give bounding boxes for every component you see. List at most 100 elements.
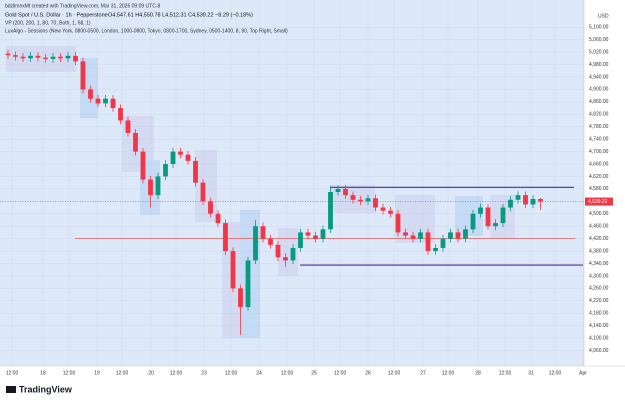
last-price-box — [585, 197, 613, 206]
candle-body — [305, 232, 311, 236]
candle-body — [470, 213, 476, 230]
candle-body — [170, 151, 176, 165]
candle-body — [515, 195, 521, 200]
x-tick-label: 12:00 — [442, 370, 455, 376]
candle-body — [185, 154, 191, 161]
candle-body — [5, 53, 11, 56]
y-tick-label: 4,500.00 — [589, 211, 609, 217]
y-tick-label: 4,140.00 — [589, 323, 609, 329]
candle-body — [500, 207, 506, 224]
y-tick-label: 4,940.00 — [589, 74, 609, 80]
x-tick-label: 12:00 — [499, 370, 512, 376]
x-tick-label: 12:00 — [549, 370, 562, 376]
x-tick-label: 24 — [256, 370, 262, 376]
candle-body — [508, 199, 513, 208]
candle-body — [298, 232, 303, 248]
candle-body — [380, 207, 386, 211]
y-tick-label: 4,900.00 — [589, 87, 609, 93]
candle-body — [163, 164, 168, 177]
candle-body — [103, 98, 108, 104]
candle-body — [478, 207, 483, 214]
candle-body — [125, 120, 131, 133]
candle-body — [245, 260, 251, 308]
candle-body — [313, 235, 318, 239]
indicator-label: VP (200, 200, 1, 80, 70, Both, 1, 68, 1) — [5, 20, 91, 26]
plot-background — [0, 0, 584, 366]
candle-body — [418, 232, 423, 239]
x-tick-label: 12:00 — [281, 370, 294, 376]
candle-body — [13, 55, 18, 57]
y-tick-label: 4,980.00 — [589, 62, 609, 68]
candle-body — [290, 247, 296, 261]
session-box — [195, 150, 217, 222]
candle-body — [373, 198, 378, 208]
x-tick-label: 23 — [201, 370, 207, 376]
candle-body — [365, 198, 371, 202]
candle-body — [238, 288, 243, 308]
y-tick-label: 4,460.00 — [589, 224, 609, 230]
x-tick-label: 12:00 — [116, 370, 129, 376]
candle-body — [208, 201, 213, 214]
candle-body — [320, 229, 326, 239]
x-tick-label: 26 — [365, 370, 371, 376]
x-tick-label: 28 — [475, 370, 481, 376]
y-tick-label: 4,860.00 — [589, 99, 609, 105]
y-tick-label: 5,060.00 — [589, 37, 609, 43]
x-tick-label: 12:00 — [63, 370, 76, 376]
candle-body — [155, 176, 161, 196]
x-tick-label: 12:00 — [170, 370, 183, 376]
candle-body — [35, 55, 41, 58]
y-tick-label: 4,380.00 — [589, 248, 609, 254]
candle-body — [95, 98, 101, 104]
currency-label: USD — [598, 13, 609, 19]
candle-body — [410, 235, 416, 239]
candle-body — [58, 56, 63, 59]
candle-body — [403, 232, 408, 236]
candle-body — [350, 195, 356, 200]
candle-body — [343, 188, 348, 196]
candle-body — [200, 182, 206, 202]
x-tick-label: 12:00 — [225, 370, 238, 376]
session-box — [455, 196, 483, 236]
x-tick-label: 12:00 — [334, 370, 347, 376]
candle-body — [268, 238, 273, 245]
candle-body — [88, 89, 93, 99]
candle-body — [253, 226, 258, 261]
y-tick-label: 4,700.00 — [589, 149, 609, 155]
logo-mark — [6, 386, 16, 393]
candle-body — [455, 232, 461, 239]
candle-body — [523, 195, 528, 205]
candle-body — [215, 213, 221, 224]
candle-body — [133, 132, 138, 152]
candle-body — [230, 251, 236, 289]
candle-body — [275, 244, 281, 258]
y-tick-label: 4,260.00 — [589, 286, 609, 292]
candle-body — [260, 226, 266, 239]
y-tick-label: 4,420.00 — [589, 236, 609, 242]
y-tick-label: 4,300.00 — [589, 273, 609, 279]
chart-title: Gold Spot / U.S. Dollar · 1h · Peppersto… — [5, 12, 108, 18]
x-tick-label: 19 — [94, 370, 100, 376]
candle-body — [223, 223, 228, 252]
candle-body — [140, 151, 146, 180]
candle-body — [395, 213, 401, 233]
indicator-label: LuxAlgo - Sessions (New York, 0800-0500,… — [5, 28, 288, 34]
candle-body — [148, 179, 153, 196]
candle-body — [43, 57, 48, 59]
candle-body — [118, 108, 123, 121]
candle-body — [193, 160, 198, 183]
candle-body — [538, 198, 543, 202]
candle-body — [80, 61, 86, 90]
last-price-label: 4,539.22 — [588, 199, 608, 205]
y-tick-label: 5,100.00 — [589, 25, 609, 31]
x-tick-label: Apr — [579, 370, 587, 376]
price-axis-background — [584, 0, 625, 366]
brand-logo: TradingView — [6, 384, 73, 394]
candle-body — [493, 223, 498, 227]
y-tick-label: 4,740.00 — [589, 136, 609, 142]
y-tick-label: 4,180.00 — [589, 311, 609, 317]
y-tick-label: 4,100.00 — [589, 335, 609, 341]
candle-body — [463, 229, 468, 239]
x-tick-label: 12:00 — [388, 370, 401, 376]
